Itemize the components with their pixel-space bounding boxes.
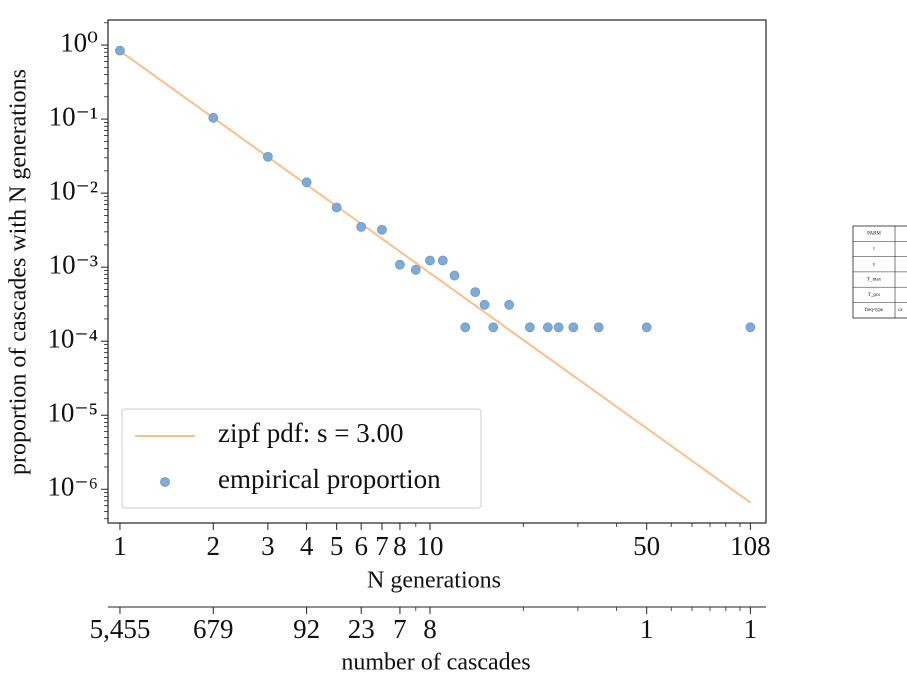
table-cell: γ bbox=[873, 262, 876, 267]
point bbox=[331, 202, 342, 213]
x2-tick-label: 1 bbox=[744, 614, 758, 644]
point bbox=[542, 322, 553, 333]
point bbox=[504, 299, 515, 310]
point bbox=[410, 264, 421, 275]
plot-frame bbox=[107, 19, 767, 524]
point bbox=[470, 287, 481, 298]
point bbox=[262, 151, 273, 162]
legend-box bbox=[121, 408, 482, 509]
point bbox=[524, 322, 535, 333]
x-tick-label: 7 bbox=[375, 531, 389, 561]
x-tick-label: 6 bbox=[354, 531, 368, 561]
point bbox=[745, 322, 756, 333]
point bbox=[641, 322, 652, 333]
x2-tick-label: 23 bbox=[348, 614, 375, 644]
point bbox=[488, 322, 499, 333]
x-tick-label: 3 bbox=[261, 531, 275, 561]
point bbox=[553, 322, 564, 333]
point bbox=[460, 322, 471, 333]
point bbox=[208, 112, 219, 123]
y-tick-label: 10⁻⁴ bbox=[47, 323, 98, 353]
point bbox=[425, 255, 435, 266]
point bbox=[568, 322, 579, 333]
point bbox=[377, 224, 387, 235]
point bbox=[395, 259, 405, 270]
table-cell: τ bbox=[873, 247, 875, 252]
legend-label: empirical proportion bbox=[218, 464, 441, 494]
point bbox=[115, 45, 125, 56]
x-tick-label: 108 bbox=[730, 531, 771, 561]
table-cell: freq-type bbox=[865, 308, 884, 313]
point bbox=[449, 270, 460, 281]
y-axis-label: proportion of cascades with N generation… bbox=[6, 69, 32, 475]
y-tick-label: 10⁻¹ bbox=[49, 101, 98, 131]
x-tick-label: 50 bbox=[633, 531, 660, 561]
x2-tick-label: 7 bbox=[393, 614, 407, 644]
table-cell: ca bbox=[898, 308, 903, 313]
x2-tick-label: 1 bbox=[640, 614, 654, 644]
y-tick-label: 10⁻⁶ bbox=[47, 471, 98, 501]
x2-tick-label: 92 bbox=[293, 614, 320, 644]
y-tick-label: 10⁰ bbox=[60, 27, 98, 57]
point bbox=[301, 177, 312, 188]
legend-marker bbox=[160, 477, 170, 487]
x-tick-label: 8 bbox=[393, 531, 407, 561]
x-tick-label: 5 bbox=[330, 531, 344, 561]
x-tick-label: 4 bbox=[300, 531, 314, 561]
x2-tick-label: 8 bbox=[423, 614, 437, 644]
point bbox=[479, 299, 490, 310]
secondary-x-axis-label: number of cascades bbox=[341, 650, 530, 676]
y-tick-label: 10⁻² bbox=[49, 175, 98, 205]
point bbox=[593, 322, 604, 333]
table-cell: T_pcs bbox=[868, 293, 880, 298]
point bbox=[437, 255, 448, 266]
y-tick-label: 10⁻³ bbox=[49, 249, 98, 279]
table-cell: PARM bbox=[867, 232, 881, 237]
x2-tick-label: 679 bbox=[193, 614, 234, 644]
point bbox=[356, 221, 367, 232]
x-tick-label: 2 bbox=[207, 531, 221, 561]
x-tick-label: 1 bbox=[113, 531, 127, 561]
x2-tick-label: 5,455 bbox=[90, 614, 151, 644]
x-axis-label: N generations bbox=[367, 568, 501, 594]
legend-label: zipf pdf: s = 3.00 bbox=[218, 418, 403, 448]
x-tick-label: 10 bbox=[416, 531, 443, 561]
zipf-line bbox=[119, 50, 751, 504]
y-tick-label: 10⁻⁵ bbox=[47, 397, 98, 427]
table-cell: T_max bbox=[867, 278, 882, 283]
